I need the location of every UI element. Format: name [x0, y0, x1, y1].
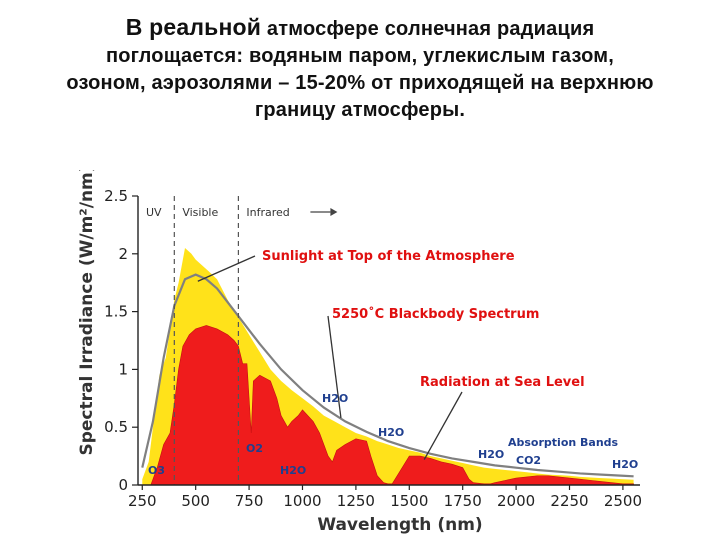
absorption-bands-title: Absorption Bands	[508, 436, 619, 449]
y-axis-label: Spectral Irradiance (W/m²/nm)	[77, 170, 97, 456]
heading-line-1: В реальной атмосфере солнечная радиация	[0, 14, 720, 43]
absorption-band-h2o: H2O	[280, 464, 306, 477]
x-tick-label: 1750	[444, 492, 482, 510]
plot-area: UV Visible Infrared 0 0.5 1 1.5 2 2.5 250 500 750 10…	[104, 187, 642, 510]
absorption-band-h2o: H2O	[612, 458, 638, 471]
x-axis-label: Wavelength (nm)	[317, 515, 482, 535]
solar-spectrum-chart: Spectral Irradiance (W/m²/nm) Wavelength…	[77, 170, 642, 535]
x-tick-label: 2500	[604, 492, 642, 510]
heading-line-1-rest: атмосфере солнечная радиация	[266, 18, 595, 40]
heading-line-3: озоном, аэрозолями – 15-20% от приходяще…	[66, 72, 654, 94]
absorption-band-h2o: H2O	[322, 392, 348, 405]
y-tick-label: 2	[118, 245, 128, 263]
series-blackbody-line	[141, 273, 634, 478]
x-tick-label: 2250	[550, 492, 588, 510]
y-tick-label: 2.5	[104, 187, 128, 205]
x-tick-label: 1500	[390, 492, 428, 510]
slide-heading: В реальной атмосфере солнечная радиация …	[0, 14, 720, 124]
absorption-band-co2: CO2	[516, 454, 541, 467]
callout-sea-level: Radiation at Sea Level	[420, 375, 585, 390]
region-label-uv: UV	[146, 206, 162, 219]
absorption-band-h2o: H2O	[478, 448, 504, 461]
callout-blackbody: 5250˚C Blackbody Spectrum	[332, 306, 539, 322]
callout-arrow-top-of-atmosphere	[197, 255, 256, 282]
series-sea-level-area	[142, 325, 634, 486]
callout-top-of-atmosphere: Sunlight at Top of the Atmosphere	[262, 249, 515, 264]
heading-line-4: границу атмосферы.	[254, 99, 466, 121]
absorption-band-o2: O2	[246, 442, 263, 455]
y-tick-label: 1.5	[104, 303, 128, 321]
heading-line-2: поглощается: водяным паром, углекислым г…	[105, 45, 615, 67]
y-tick-label: 0.5	[104, 418, 128, 436]
callout-arrow-sea-level	[423, 391, 463, 460]
x-tick-label: 750	[235, 492, 264, 510]
x-tick-label: 500	[181, 492, 210, 510]
x-tick-label: 2000	[497, 492, 535, 510]
absorption-band-h2o: H2O	[378, 426, 404, 439]
y-tick-label: 1	[118, 360, 128, 378]
callout-arrow-blackbody	[327, 315, 342, 419]
region-label-visible: Visible	[182, 206, 218, 219]
x-tick-label: 250	[128, 492, 157, 510]
y-tick-label: 0	[118, 476, 128, 494]
x-tick-label: 1250	[337, 492, 375, 510]
region-label-infrared: Infrared	[246, 206, 289, 219]
infrared-arrow-head	[330, 208, 338, 216]
absorption-band-o3: O3	[148, 464, 165, 477]
x-tick-label: 1000	[283, 492, 321, 510]
heading-emphasis: В реальной	[125, 14, 262, 40]
